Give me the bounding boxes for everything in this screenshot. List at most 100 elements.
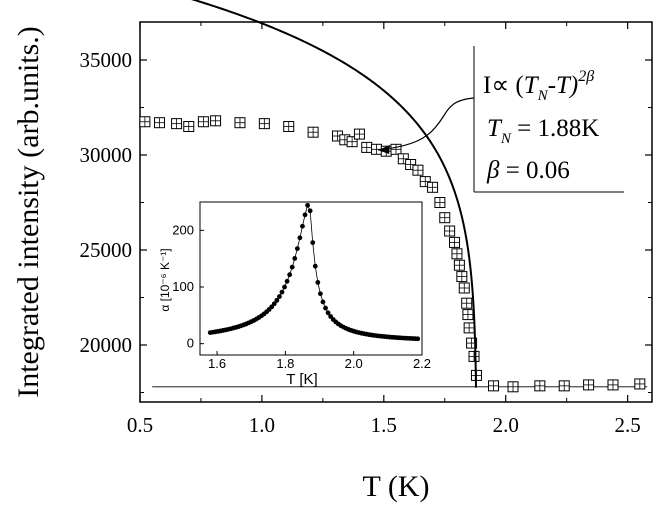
data-point	[458, 282, 470, 294]
tn-letter: T	[487, 115, 503, 142]
data-point	[197, 116, 209, 128]
data-point	[390, 143, 402, 155]
data-point	[210, 115, 222, 127]
data-point	[353, 128, 365, 140]
data-point	[558, 380, 570, 392]
data-point	[258, 118, 270, 130]
main-plot-frame	[139, 21, 653, 403]
data-point	[183, 121, 195, 132]
y-axis-title: Integrated intensity (arb.units.)	[12, 26, 45, 398]
data-point	[607, 379, 619, 391]
inset-data-point	[317, 291, 323, 297]
formula-exponent: 2β	[578, 68, 594, 85]
tn-value: = 1.88K	[511, 115, 599, 142]
inset-data-point	[271, 301, 277, 307]
data-point	[283, 121, 295, 132]
main-tick-labels: 0.5 1.0 1.5 2.0 2.5 20000 25000 30000 35000	[80, 48, 641, 437]
data-point	[427, 181, 439, 193]
y-tick-label: 20000	[80, 333, 133, 357]
data-point	[456, 271, 468, 283]
inset-data-point	[292, 256, 298, 261]
inset-data-point	[282, 284, 287, 290]
inset-frame	[199, 201, 423, 356]
inset-data-series	[207, 202, 421, 342]
fit-curve	[191, 0, 477, 388]
formula-line: I∝ (TN-T)2β	[483, 68, 594, 104]
inset-background	[200, 202, 422, 355]
x-tick-label: 1.5	[371, 413, 397, 437]
beta-value: = 0.06	[499, 157, 569, 184]
data-point	[451, 248, 463, 260]
inset-data-point	[284, 278, 290, 284]
inset-x-tick-label: 1.8	[276, 356, 294, 371]
data-point	[534, 380, 546, 392]
y-tick-label: 30000	[80, 143, 133, 167]
beta-symbol: β	[486, 157, 500, 184]
data-point	[488, 380, 500, 392]
inset-x-tick-label: 2.2	[413, 356, 431, 371]
inset-y-tick-label: 0	[187, 336, 194, 351]
y-tick-label: 35000	[80, 48, 133, 72]
beta-line: β = 0.06	[486, 157, 570, 184]
data-point	[419, 176, 431, 188]
data-point	[634, 378, 646, 390]
inset-data-point	[279, 289, 285, 295]
inset-y-tick-label: 100	[172, 279, 194, 294]
data-point	[154, 117, 166, 129]
x-tick-label: 0.5	[127, 413, 153, 437]
inset-chart: 1.6 1.8 2.0 2.2 0 100 200 T [K] α [10⁻⁶ K⁻¹]	[158, 201, 431, 388]
inset-tick-labels: 1.6 1.8 2.0 2.2 0 100 200	[172, 222, 431, 371]
data-point	[412, 164, 424, 176]
inset-data-point	[274, 297, 280, 303]
inset-data-point	[305, 202, 310, 208]
data-point	[405, 159, 417, 170]
data-point	[397, 153, 409, 165]
tn-sub: N	[500, 131, 512, 147]
inset-axis-ticks	[200, 229, 423, 355]
x-axis-title: T (K)	[363, 470, 430, 503]
inset-data-point	[325, 310, 331, 316]
inset-data-point	[294, 246, 300, 252]
inset-y-tick-label: 200	[172, 222, 194, 237]
inset-data-point	[315, 279, 321, 285]
formula-tn-letter: T	[524, 72, 540, 99]
inset-data-point	[307, 208, 313, 214]
main-axis-ticks	[139, 22, 652, 402]
data-point	[361, 141, 373, 153]
data-point	[449, 236, 461, 248]
data-point	[439, 212, 451, 224]
data-point	[171, 118, 183, 130]
fit-annotation: I∝ (TN-T)2β TN = 1.88K β = 0.06	[377, 46, 624, 193]
x-tick-label: 2.5	[614, 413, 640, 437]
inset-data-point	[320, 299, 326, 305]
inset-data-point	[312, 263, 318, 269]
fit-series	[191, 0, 477, 388]
data-point	[453, 259, 465, 271]
inset-x-tick-label: 1.6	[208, 356, 226, 371]
data-point	[444, 225, 456, 237]
formula-prefix: I∝ (	[483, 72, 524, 99]
inset-data-point	[297, 235, 303, 241]
data-point	[346, 136, 358, 148]
data-point	[463, 322, 475, 334]
data-point	[139, 116, 151, 128]
tn-line: TN = 1.88K	[487, 115, 599, 147]
inset-data-point	[323, 305, 328, 311]
inset-data-point	[289, 264, 295, 270]
data-point	[434, 197, 446, 208]
formula-minus-t: -T)	[548, 72, 579, 99]
annotation-arrow	[377, 97, 475, 151]
inset-x-axis-title: T [K]	[286, 371, 317, 388]
data-point	[462, 309, 474, 321]
data-point	[234, 117, 246, 129]
inset-y-axis-title: α [10⁻⁶ K⁻¹]	[158, 248, 172, 311]
inset-x-tick-label: 2.0	[345, 356, 363, 371]
data-point	[468, 350, 480, 362]
data-point	[461, 297, 473, 309]
inset-data-point	[277, 294, 282, 299]
inset-data-point	[302, 212, 308, 218]
data-point	[307, 126, 319, 138]
inset-data-point	[415, 336, 421, 342]
annotation-arrowhead	[378, 145, 390, 154]
formula-tn-sub: N	[537, 88, 549, 104]
